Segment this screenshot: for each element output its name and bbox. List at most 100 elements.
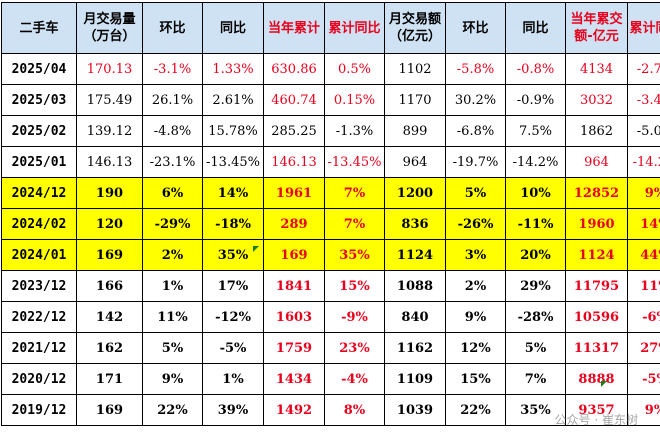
table-cell[interactable]: 1% bbox=[142, 270, 203, 302]
table-cell[interactable]: 460.74 bbox=[263, 84, 325, 116]
table-cell[interactable]: 5% bbox=[445, 177, 506, 209]
table-cell[interactable]: 39% bbox=[202, 394, 264, 426]
table-cell[interactable]: -4% bbox=[324, 363, 385, 395]
table-cell[interactable]: 0.15% bbox=[324, 84, 385, 116]
date-cell[interactable]: 2025/02 bbox=[1, 115, 77, 147]
table-cell[interactable]: -4.8% bbox=[142, 115, 203, 147]
table-cell[interactable]: -3.1% bbox=[142, 53, 203, 85]
table-cell[interactable]: -26% bbox=[445, 208, 506, 240]
column-header[interactable]: 环比 bbox=[142, 2, 203, 54]
column-header[interactable]: 环比 bbox=[445, 2, 506, 54]
table-cell[interactable]: 11317 bbox=[565, 332, 628, 364]
table-cell[interactable]: -9% bbox=[324, 301, 385, 333]
table-cell[interactable]: 9% bbox=[445, 301, 506, 333]
table-cell[interactable]: 1162 bbox=[384, 332, 446, 364]
table-cell[interactable]: 169 bbox=[76, 394, 143, 426]
table-cell[interactable]: 5% bbox=[505, 332, 566, 364]
table-cell[interactable]: 169 bbox=[263, 239, 325, 271]
table-cell[interactable]: -6% bbox=[627, 301, 660, 333]
table-cell[interactable]: 171 bbox=[76, 363, 143, 395]
table-cell[interactable]: 35% bbox=[505, 394, 566, 426]
table-cell[interactable]: 11% bbox=[627, 270, 660, 302]
table-cell[interactable]: 14% bbox=[627, 208, 660, 240]
date-cell[interactable]: 2019/12 bbox=[1, 394, 77, 426]
table-cell[interactable]: -14.2% bbox=[627, 146, 660, 178]
table-cell[interactable]: 30.2% bbox=[445, 84, 506, 116]
table-cell[interactable]: -19.7% bbox=[445, 146, 506, 178]
table-cell[interactable]: 27% bbox=[627, 332, 660, 364]
table-cell[interactable]: -14.2% bbox=[505, 146, 566, 178]
column-header[interactable]: 当年累计 bbox=[263, 2, 325, 54]
table-cell[interactable]: 1039 bbox=[384, 394, 446, 426]
table-cell[interactable]: 1.33% bbox=[202, 53, 264, 85]
table-cell[interactable]: 11795 bbox=[565, 270, 628, 302]
table-cell[interactable]: 1603 bbox=[263, 301, 325, 333]
column-header[interactable]: 同比 bbox=[505, 2, 566, 54]
table-cell[interactable]: 9% bbox=[142, 363, 203, 395]
table-cell[interactable]: -13.45% bbox=[324, 146, 385, 178]
table-cell[interactable]: 26.1% bbox=[142, 84, 203, 116]
table-cell[interactable]: 9% bbox=[627, 394, 660, 426]
table-cell[interactable]: 8888 bbox=[565, 363, 628, 395]
column-header[interactable]: 累计同比 bbox=[627, 2, 660, 54]
table-cell[interactable]: 1759 bbox=[263, 332, 325, 364]
table-cell[interactable]: 1492 bbox=[263, 394, 325, 426]
table-cell[interactable]: 1% bbox=[202, 363, 264, 395]
table-cell[interactable]: 7% bbox=[505, 363, 566, 395]
date-cell[interactable]: 2024/01 bbox=[1, 239, 77, 271]
table-cell[interactable]: 1200 bbox=[384, 177, 446, 209]
date-cell[interactable]: 2025/04 bbox=[1, 53, 77, 85]
table-cell[interactable]: 146.13 bbox=[76, 146, 143, 178]
table-cell[interactable]: -2.7% bbox=[627, 53, 660, 85]
date-cell[interactable]: 2022/12 bbox=[1, 301, 77, 333]
table-cell[interactable]: -5.8% bbox=[445, 53, 506, 85]
table-cell[interactable]: 2.61% bbox=[202, 84, 264, 116]
table-cell[interactable]: 9357 bbox=[565, 394, 628, 426]
table-cell[interactable]: -12% bbox=[202, 301, 264, 333]
table-cell[interactable]: -5% bbox=[627, 363, 660, 395]
table-cell[interactable]: 4134 bbox=[565, 53, 628, 85]
column-header[interactable]: 月交易额（亿元） bbox=[384, 2, 446, 54]
table-cell[interactable]: 15.78% bbox=[202, 115, 264, 147]
date-cell[interactable]: 2025/03 bbox=[1, 84, 77, 116]
table-cell[interactable]: 146.13 bbox=[263, 146, 325, 178]
table-cell[interactable]: -18% bbox=[202, 208, 264, 240]
table-cell[interactable]: 3% bbox=[445, 239, 506, 271]
table-cell[interactable]: -28% bbox=[505, 301, 566, 333]
table-cell[interactable]: 7% bbox=[324, 177, 385, 209]
table-cell[interactable]: 1841 bbox=[263, 270, 325, 302]
column-header[interactable]: 二手车 bbox=[1, 2, 77, 54]
table-cell[interactable]: 1961 bbox=[263, 177, 325, 209]
table-cell[interactable]: 836 bbox=[384, 208, 446, 240]
table-cell[interactable]: 29% bbox=[505, 270, 566, 302]
table-cell[interactable]: 139.12 bbox=[76, 115, 143, 147]
table-cell[interactable]: 22% bbox=[445, 394, 506, 426]
table-cell[interactable]: 899 bbox=[384, 115, 446, 147]
table-cell[interactable]: 17% bbox=[202, 270, 264, 302]
table-cell[interactable]: 35% bbox=[202, 239, 264, 271]
date-cell[interactable]: 2021/12 bbox=[1, 332, 77, 364]
table-cell[interactable]: 630.86 bbox=[263, 53, 325, 85]
table-cell[interactable]: -13.45% bbox=[202, 146, 264, 178]
table-cell[interactable]: -5% bbox=[202, 332, 264, 364]
table-cell[interactable]: 9% bbox=[627, 177, 660, 209]
table-cell[interactable]: 5% bbox=[142, 332, 203, 364]
table-cell[interactable]: 0.5% bbox=[324, 53, 385, 85]
table-cell[interactable]: -5.0% bbox=[627, 115, 660, 147]
table-cell[interactable]: -11% bbox=[505, 208, 566, 240]
table-cell[interactable]: 1170 bbox=[384, 84, 446, 116]
date-cell[interactable]: 2025/01 bbox=[1, 146, 77, 178]
table-cell[interactable]: 190 bbox=[76, 177, 143, 209]
table-cell[interactable]: -0.9% bbox=[505, 84, 566, 116]
table-cell[interactable]: 35% bbox=[324, 239, 385, 271]
table-cell[interactable]: 120 bbox=[76, 208, 143, 240]
table-cell[interactable]: 285.25 bbox=[263, 115, 325, 147]
table-cell[interactable]: 1124 bbox=[565, 239, 628, 271]
table-cell[interactable]: 964 bbox=[384, 146, 446, 178]
table-cell[interactable]: 10596 bbox=[565, 301, 628, 333]
table-cell[interactable]: 11% bbox=[142, 301, 203, 333]
table-cell[interactable]: 166 bbox=[76, 270, 143, 302]
table-cell[interactable]: 15% bbox=[324, 270, 385, 302]
table-cell[interactable]: -1.3% bbox=[324, 115, 385, 147]
date-cell[interactable]: 2024/12 bbox=[1, 177, 77, 209]
